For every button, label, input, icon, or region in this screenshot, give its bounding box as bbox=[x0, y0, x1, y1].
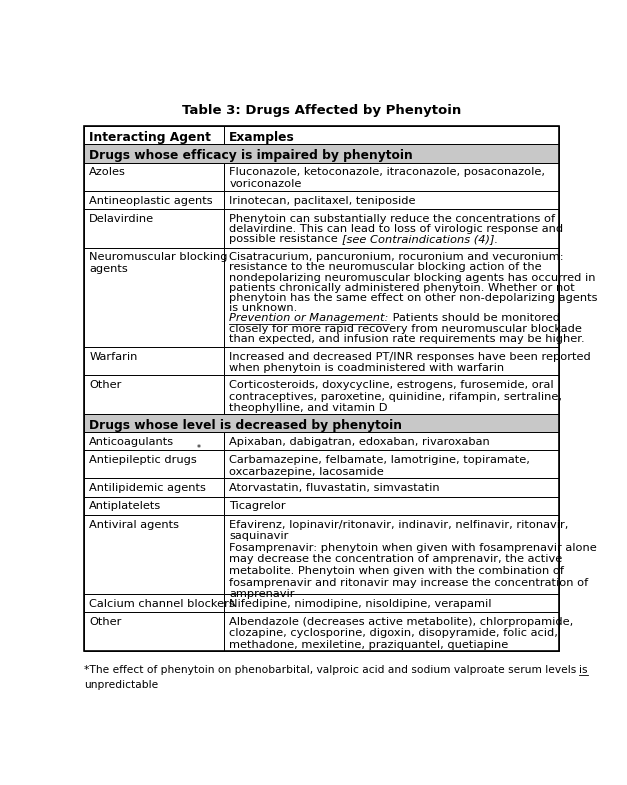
Bar bbox=[84, 347, 224, 375]
Bar bbox=[224, 209, 559, 247]
Bar bbox=[84, 432, 224, 450]
Text: Calcium channel blockers: Calcium channel blockers bbox=[89, 599, 235, 608]
Text: Patients should be monitored: Patients should be monitored bbox=[389, 313, 560, 323]
Text: is: is bbox=[579, 665, 588, 675]
Text: Increased and decreased PT/INR responses have been reported
when phenytoin is co: Increased and decreased PT/INR responses… bbox=[229, 352, 591, 374]
Text: Warfarin: Warfarin bbox=[89, 352, 137, 362]
Bar bbox=[224, 126, 559, 144]
Text: Albendazole (decreases active metabolite), chlorpropamide,
clozapine, cyclospori: Albendazole (decreases active metabolite… bbox=[229, 617, 574, 650]
Text: Nifedipine, nimodipine, nisoldipine, verapamil: Nifedipine, nimodipine, nisoldipine, ver… bbox=[229, 599, 492, 608]
Bar bbox=[84, 126, 559, 651]
Bar bbox=[84, 497, 224, 515]
Bar bbox=[84, 247, 224, 347]
Bar bbox=[84, 515, 224, 594]
Text: Interacting Agent: Interacting Agent bbox=[89, 131, 211, 144]
Text: Antiplatelets: Antiplatelets bbox=[89, 502, 161, 511]
Text: Drugs whose level is decreased by phenytoin: Drugs whose level is decreased by phenyt… bbox=[89, 418, 402, 432]
Bar bbox=[84, 450, 224, 478]
Bar bbox=[224, 478, 559, 497]
Text: Antineoplastic agents: Antineoplastic agents bbox=[89, 195, 213, 206]
Bar bbox=[224, 247, 559, 347]
Text: Irinotecan, paclitaxel, teniposide: Irinotecan, paclitaxel, teniposide bbox=[229, 195, 416, 206]
Bar bbox=[84, 209, 224, 247]
Text: Other: Other bbox=[89, 617, 122, 627]
Bar bbox=[224, 162, 559, 191]
Text: Azoles: Azoles bbox=[89, 167, 126, 177]
Bar bbox=[224, 347, 559, 375]
Bar bbox=[84, 612, 224, 651]
Bar bbox=[224, 594, 559, 612]
Text: Neuromuscular blocking
agents: Neuromuscular blocking agents bbox=[89, 252, 228, 274]
Text: Efavirenz, lopinavir/ritonavir, indinavir, nelfinavir, ritonavir,
saquinavir
Fos: Efavirenz, lopinavir/ritonavir, indinavi… bbox=[229, 520, 597, 599]
Text: Apixaban, dabigatran, edoxaban, rivaroxaban: Apixaban, dabigatran, edoxaban, rivaroxa… bbox=[229, 436, 490, 447]
Text: [see Contraindications (4)].: [see Contraindications (4)]. bbox=[342, 234, 498, 244]
Bar bbox=[224, 612, 559, 651]
Text: Atorvastatin, fluvastatin, simvastatin: Atorvastatin, fluvastatin, simvastatin bbox=[229, 484, 440, 493]
Text: phenytoin has the same effect on other non-depolarizing agents: phenytoin has the same effect on other n… bbox=[229, 293, 598, 303]
Text: resistance to the neuromuscular blocking action of the: resistance to the neuromuscular blocking… bbox=[229, 262, 542, 272]
Text: Delavirdine: Delavirdine bbox=[89, 214, 154, 224]
Text: Prevention or Management:: Prevention or Management: bbox=[229, 313, 389, 323]
Bar bbox=[224, 497, 559, 515]
Bar bbox=[84, 594, 224, 612]
Bar bbox=[224, 450, 559, 478]
Bar bbox=[224, 191, 559, 209]
Bar bbox=[84, 191, 224, 209]
Bar bbox=[224, 375, 559, 414]
Text: Examples: Examples bbox=[229, 131, 295, 144]
Bar bbox=[224, 515, 559, 594]
Text: is unknown.: is unknown. bbox=[229, 303, 298, 313]
Text: Table 3: Drugs Affected by Phenytoin: Table 3: Drugs Affected by Phenytoin bbox=[182, 104, 461, 118]
Text: Antiviral agents: Antiviral agents bbox=[89, 520, 179, 530]
Text: Ticagrelor: Ticagrelor bbox=[229, 502, 286, 511]
Bar bbox=[84, 375, 224, 414]
Bar bbox=[84, 478, 224, 497]
Text: Anticoagulants: Anticoagulants bbox=[89, 436, 174, 447]
Bar bbox=[224, 432, 559, 450]
Text: Drugs whose efficacy is impaired by phenytoin: Drugs whose efficacy is impaired by phen… bbox=[89, 149, 413, 162]
Text: Fluconazole, ketoconazole, itraconazole, posaconazole,
voriconazole: Fluconazole, ketoconazole, itraconazole,… bbox=[229, 167, 545, 189]
Text: closely for more rapid recovery from neuromuscular blockade: closely for more rapid recovery from neu… bbox=[229, 323, 582, 334]
Text: than expected, and infusion rate requirements may be higher.: than expected, and infusion rate require… bbox=[229, 334, 585, 344]
Text: delavirdine. This can lead to loss of virologic response and: delavirdine. This can lead to loss of vi… bbox=[229, 224, 564, 234]
Text: *: * bbox=[197, 444, 201, 454]
Text: Antilipidemic agents: Antilipidemic agents bbox=[89, 484, 206, 493]
Text: *The effect of phenytoin on phenobarbital, valproic acid and sodium valproate se: *The effect of phenytoin on phenobarbita… bbox=[84, 665, 579, 675]
Text: Carbamazepine, felbamate, lamotrigine, topiramate,
oxcarbazepine, lacosamide: Carbamazepine, felbamate, lamotrigine, t… bbox=[229, 455, 530, 476]
Text: Other: Other bbox=[89, 380, 122, 390]
Text: Phenytoin can substantially reduce the concentrations of: Phenytoin can substantially reduce the c… bbox=[229, 214, 556, 224]
Text: unpredictable: unpredictable bbox=[84, 681, 158, 690]
Bar bbox=[84, 126, 224, 144]
Text: nondepolarizing neuromuscular blocking agents has occurred in: nondepolarizing neuromuscular blocking a… bbox=[229, 272, 596, 283]
Text: Cisatracurium, pancuronium, rocuronium and vecuronium:: Cisatracurium, pancuronium, rocuronium a… bbox=[229, 252, 564, 262]
Bar bbox=[84, 414, 559, 432]
Bar bbox=[84, 162, 224, 191]
Bar bbox=[84, 144, 559, 162]
Text: patients chronically administered phenytoin. Whether or not: patients chronically administered phenyt… bbox=[229, 283, 575, 293]
Text: Antiepileptic drugs: Antiepileptic drugs bbox=[89, 455, 197, 465]
Text: Corticosteroids, doxycycline, estrogens, furosemide, oral
contraceptives, paroxe: Corticosteroids, doxycycline, estrogens,… bbox=[229, 380, 562, 414]
Text: possible resistance: possible resistance bbox=[229, 234, 342, 244]
